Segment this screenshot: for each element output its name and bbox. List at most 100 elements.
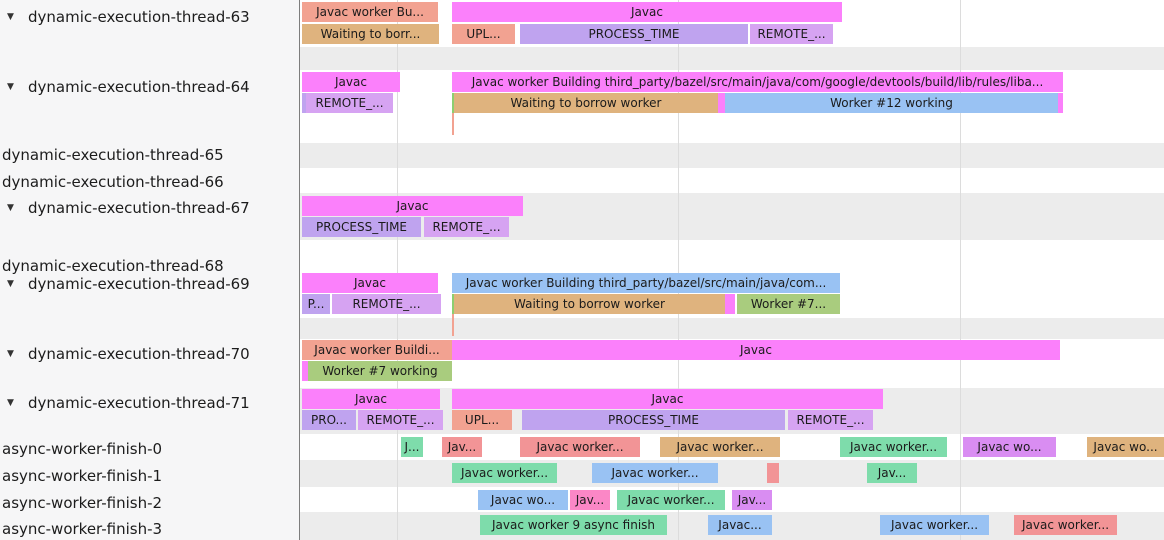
trace-event-bar[interactable]: Worker #7... [737,294,840,314]
trace-event-bar[interactable]: Javac worker... [880,515,989,535]
trace-event-bar[interactable] [725,294,735,314]
trace-event-bar[interactable]: REMOTE_... [424,217,509,237]
track-label[interactable]: async-worker-finish-1 [2,466,163,485]
track-label-text: dynamic-execution-thread-69 [28,274,250,293]
track-label-text: async-worker-finish-3 [2,519,163,538]
trace-event-bar[interactable]: Javac worker Buildi... [302,340,452,360]
trace-event-bar[interactable]: Javac worker Building third_party/bazel/… [452,273,840,293]
trace-event-bar[interactable]: Javac worker Bu... [302,2,438,22]
instant-event-marker[interactable] [452,113,454,135]
trace-event-bar[interactable] [452,93,454,113]
track-label-text: async-worker-finish-0 [2,439,163,458]
trace-event-bar[interactable]: REMOTE_... [306,93,393,113]
expand-arrow-icon[interactable]: ▼ [7,397,14,408]
trace-event-bar[interactable]: Jav... [867,463,917,483]
track-label-text: dynamic-execution-thread-63 [28,7,250,26]
track-label[interactable]: dynamic-execution-thread-68 [2,256,224,275]
trace-event-bar[interactable]: Waiting to borrow worker [454,93,718,113]
track-name-sidebar: ▼ dynamic-execution-thread-63 ▼ dynamic-exe… [0,0,300,540]
trace-event-bar[interactable]: Javac worker Building third_party/bazel/… [452,72,1063,92]
instant-event-marker[interactable] [452,314,454,336]
trace-event-bar[interactable] [302,361,308,381]
trace-event-bar[interactable]: Javac wo... [478,490,568,510]
expand-arrow-icon[interactable]: ▼ [7,278,14,289]
trace-event-bar[interactable] [302,93,306,113]
trace-event-bar[interactable]: Javac worker... [617,490,725,510]
track-background-band [300,47,1164,70]
track-label-text: dynamic-execution-thread-64 [28,77,250,96]
trace-event-bar[interactable]: Jav... [442,437,482,457]
track-background-band [300,318,1164,339]
track-label[interactable]: ▼ dynamic-execution-thread-67 [7,198,250,217]
track-label[interactable]: ▼ dynamic-execution-thread-69 [7,274,250,293]
trace-event-bar[interactable]: Worker #12 working [725,93,1058,113]
track-label[interactable]: dynamic-execution-thread-66 [2,172,224,191]
trace-event-bar[interactable]: Javac worker... [452,463,557,483]
trace-event-bar[interactable]: Javac worker... [660,437,780,457]
trace-event-bar[interactable]: REMOTE_... [332,294,441,314]
trace-event-bar[interactable]: PROCESS_TIME [520,24,748,44]
trace-event-bar[interactable]: Jav... [570,490,610,510]
track-label-text: dynamic-execution-thread-65 [2,145,224,164]
track-label[interactable]: ▼ dynamic-execution-thread-70 [7,344,250,363]
track-background-band [300,143,1164,168]
trace-event-bar[interactable] [718,93,725,113]
expand-arrow-icon[interactable]: ▼ [7,348,14,359]
trace-event-bar[interactable]: REMOTE_... [358,410,443,430]
trace-event-bar[interactable]: REMOTE_... [788,410,873,430]
trace-event-bar[interactable]: Javac [452,389,883,409]
trace-event-bar[interactable]: Javac worker... [840,437,947,457]
trace-event-bar[interactable]: Jav... [732,490,772,510]
track-label[interactable]: async-worker-finish-3 [2,519,163,538]
time-gridline [397,0,398,540]
time-gridline [678,0,679,540]
track-label[interactable]: ▼ dynamic-execution-thread-63 [7,7,250,26]
trace-event-bar[interactable]: Javac [302,273,438,293]
track-label-text: dynamic-execution-thread-66 [2,172,224,191]
trace-event-bar[interactable]: REMOTE_... [750,24,833,44]
trace-event-bar[interactable]: P... [302,294,330,314]
trace-event-bar[interactable]: Javac [452,340,1060,360]
expand-arrow-icon[interactable]: ▼ [7,202,14,213]
track-label-text: dynamic-execution-thread-68 [2,256,224,275]
trace-event-bar[interactable]: Javac worker... [592,463,718,483]
track-label[interactable]: dynamic-execution-thread-65 [2,145,224,164]
track-label-text: async-worker-finish-1 [2,466,163,485]
trace-event-bar[interactable] [1058,93,1063,113]
trace-event-bar[interactable]: UPL... [452,24,515,44]
track-label-text: dynamic-execution-thread-71 [28,393,250,412]
trace-event-bar[interactable]: Waiting to borr... [302,24,439,44]
trace-event-bar[interactable]: Javac... [708,515,772,535]
track-background-band [300,460,1164,487]
track-label[interactable]: ▼ dynamic-execution-thread-71 [7,393,250,412]
trace-event-bar[interactable] [452,294,454,314]
time-gridline [960,0,961,540]
trace-event-bar[interactable]: PROCESS_TIME [522,410,785,430]
trace-event-bar[interactable]: Javac wo... [1087,437,1164,457]
trace-event-bar[interactable]: PRO... [302,410,356,430]
track-label-text: async-worker-finish-2 [2,493,163,512]
trace-event-bar[interactable]: Javac [302,72,400,92]
timeline-canvas[interactable]: Javac worker Bu... Javac Waiting to borr..… [300,0,1164,540]
trace-event-bar[interactable]: Javac [302,196,523,216]
trace-event-bar[interactable] [767,463,779,483]
trace-event-bar[interactable]: Waiting to borrow worker [454,294,725,314]
trace-event-bar[interactable]: Javac wo... [963,437,1056,457]
expand-arrow-icon[interactable]: ▼ [7,11,14,22]
trace-event-bar[interactable]: Javac [452,2,842,22]
trace-event-bar[interactable]: J... [401,437,423,457]
trace-event-bar[interactable]: Javac [302,389,440,409]
track-label[interactable]: async-worker-finish-2 [2,493,163,512]
trace-event-bar[interactable]: PROCESS_TIME [302,217,421,237]
track-label-text: dynamic-execution-thread-70 [28,344,250,363]
track-label-text: dynamic-execution-thread-67 [28,198,250,217]
track-label[interactable]: ▼ dynamic-execution-thread-64 [7,77,250,96]
track-label[interactable]: async-worker-finish-0 [2,439,163,458]
expand-arrow-icon[interactable]: ▼ [7,81,14,92]
trace-event-bar[interactable]: Javac worker... [520,437,640,457]
trace-event-bar[interactable]: Javac worker... [1014,515,1117,535]
trace-event-bar[interactable]: Javac worker 9 async finish [480,515,667,535]
trace-event-bar[interactable]: Worker #7 working [308,361,452,381]
trace-event-bar[interactable]: UPL... [452,410,512,430]
